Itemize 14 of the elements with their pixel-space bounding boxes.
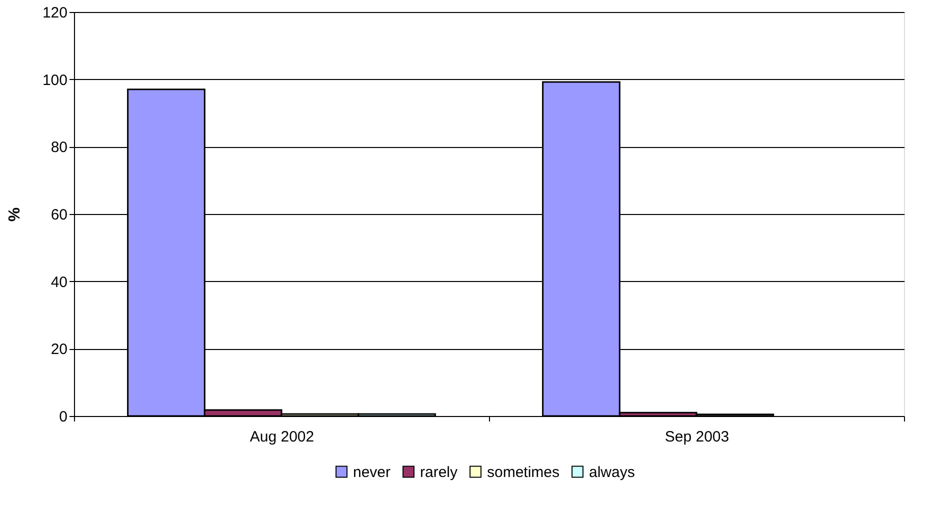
y-tick-label: 60 — [50, 206, 68, 224]
y-tick-label: 40 — [50, 274, 68, 291]
legend-label: sometimes — [487, 464, 560, 481]
y-tick-label: 100 — [42, 72, 68, 89]
x-tick-label: Aug 2002 — [250, 428, 314, 446]
y-tick-label: 0 — [59, 408, 68, 426]
y-tick-label: 80 — [50, 139, 68, 156]
x-tick-label: Sep 2003 — [664, 428, 730, 446]
y-tick-label: 20 — [50, 341, 68, 358]
y-axis-title: % — [6, 207, 24, 222]
y-tick-label: 120 — [42, 4, 68, 22]
legend-label: always — [589, 464, 635, 481]
legend-label: rarely — [420, 464, 458, 481]
legend-label: never — [353, 464, 391, 481]
